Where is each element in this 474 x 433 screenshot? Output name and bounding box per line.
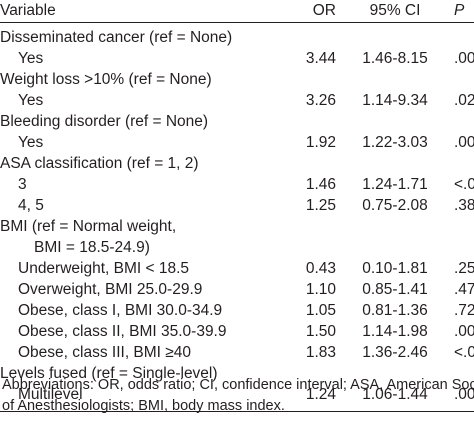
cell-ci: 0.81-1.36 — [362, 302, 428, 319]
table-row: Underweight, BMI < 18.5 0.43 0.10-1.81 .252… — [0, 258, 474, 279]
cell-or — [260, 69, 336, 90]
cell-p: .0069 — [454, 384, 474, 412]
cell-p — [454, 69, 474, 90]
cell-variable: ASA classification (ref = 1, 2) — [0, 155, 199, 172]
group-row: BMI (ref = Normal weight, — [0, 216, 474, 237]
cell-ci — [336, 216, 454, 237]
cell-p: .0276 — [454, 92, 474, 109]
header-or: OR — [260, 0, 336, 23]
cell-variable: Levels fused (ref = Single-level) — [0, 365, 218, 382]
cell-or: 1.83 — [305, 344, 336, 361]
table-row: Yes 3.26 1.14-9.34 .0276 — [0, 90, 474, 111]
group-row: BMI = 18.5-24.9) — [0, 237, 474, 258]
cell-variable: Obese, class III, BMI ≥40 — [18, 344, 192, 361]
cell-variable: Obese, class I, BMI 30.0-34.9 — [18, 302, 223, 319]
cell-ci: 0.75-2.08 — [362, 197, 428, 214]
cell-or — [260, 23, 336, 49]
cell-ci — [336, 111, 454, 132]
cell-variable: BMI = 18.5-24.9) — [34, 239, 150, 256]
cell-p — [454, 153, 474, 174]
cell-p: .3871 — [454, 197, 474, 214]
cell-variable: Multilevel — [0, 384, 260, 412]
cell-or: 1.46 — [305, 176, 336, 193]
cell-p: .4793 — [454, 281, 474, 298]
cell-p: .2522 — [454, 260, 474, 277]
cell-variable: 3 — [18, 176, 27, 193]
cell-variable: BMI (ref = Normal weight, — [0, 218, 177, 235]
cell-p: <.0001 — [454, 344, 474, 361]
group-row: Weight loss >10% (ref = None) — [0, 69, 474, 90]
cell-p — [454, 237, 474, 258]
cell-ci: 1.24-1.71 — [362, 176, 428, 193]
header-p: P — [454, 0, 474, 23]
header-ci: 95% CI — [336, 0, 454, 23]
cell-variable: Underweight, BMI < 18.5 — [18, 260, 190, 277]
cell-p — [454, 216, 474, 237]
footnote-line: of Anesthesiologists; BMI, body mass ind… — [2, 398, 285, 414]
cell-or: 1.92 — [305, 134, 336, 151]
cell-ci — [336, 237, 454, 258]
regression-table: Variable OR 95% CI P Disseminated cancer… — [0, 0, 474, 412]
cell-p: .0049 — [454, 50, 474, 67]
cell-ci: 1.46-8.15 — [362, 50, 428, 67]
table-body: Disseminated cancer (ref = None) Yes 3.44 1… — [0, 23, 474, 412]
cell-ci: 0.10-1.81 — [362, 260, 428, 277]
header-row: Variable OR 95% CI P — [0, 0, 474, 23]
cell-or — [260, 216, 336, 237]
cell-ci — [336, 23, 454, 49]
table-row: 3 1.46 1.24-1.71 <.0001 — [0, 174, 474, 195]
group-row: Bleeding disorder (ref = None) — [0, 111, 474, 132]
cell-or: 1.24 — [260, 384, 336, 412]
cell-or: 3.26 — [305, 92, 336, 109]
footnote-line: Abbreviations: OR, odds ratio; CI, confi… — [2, 377, 474, 393]
cell-ci: 1.06-1.44 — [336, 384, 454, 412]
cell-variable: Bleeding disorder (ref = None) — [0, 113, 209, 130]
cell-variable: Yes — [18, 50, 44, 67]
cell-or — [260, 237, 336, 258]
cell-or: 1.05 — [305, 302, 336, 319]
cell-variable: Overweight, BMI 25.0-29.9 — [18, 281, 203, 298]
cell-or: 1.10 — [305, 281, 336, 298]
cell-ci — [336, 153, 454, 174]
cell-ci: 1.36-2.46 — [362, 344, 428, 361]
cell-or — [260, 153, 336, 174]
table-row: Obese, class II, BMI 35.0-39.9 1.50 1.14-1… — [0, 321, 474, 342]
cell-or — [260, 111, 336, 132]
cell-or: 3.44 — [305, 50, 336, 67]
cell-variable: Obese, class II, BMI 35.0-39.9 — [18, 323, 227, 340]
cell-ci — [336, 69, 454, 90]
cell-or: 1.50 — [305, 323, 336, 340]
cell-or: 1.25 — [305, 197, 336, 214]
footnote: Abbreviations: OR, odds ratio; CI, confi… — [2, 375, 474, 417]
cell-variable: Yes — [18, 92, 44, 109]
table-row: Overweight, BMI 25.0-29.9 1.10 0.85-1.41 .4… — [0, 279, 474, 300]
cell-ci: 0.85-1.41 — [362, 281, 428, 298]
group-row: Disseminated cancer (ref = None) — [0, 23, 474, 49]
cell-variable: 4, 5 — [18, 197, 44, 214]
table-row: Yes 3.44 1.46-8.15 .0049 — [0, 48, 474, 69]
table-row: Obese, class I, BMI 30.0-34.9 1.05 0.81-1.… — [0, 300, 474, 321]
cell-p: .0049 — [454, 134, 474, 151]
cell-or: 0.43 — [305, 260, 336, 277]
table-row: Yes 1.92 1.22-3.03 .0049 — [0, 132, 474, 153]
cell-ci: 1.14-1.98 — [362, 323, 428, 340]
header-variable: Variable — [0, 0, 260, 23]
table-header: Variable OR 95% CI P — [0, 0, 474, 23]
cell-variable: Yes — [18, 134, 44, 151]
cell-p: .7288 — [454, 302, 474, 319]
group-row: Levels fused (ref = Single-level) — [0, 363, 474, 384]
cell-p — [454, 111, 474, 132]
table-row: Obese, class III, BMI ≥40 1.83 1.36-2.46 <.… — [0, 342, 474, 363]
cell-variable: Disseminated cancer (ref = None) — [0, 29, 233, 46]
cell-ci: 1.14-9.34 — [362, 92, 428, 109]
group-row: ASA classification (ref = 1, 2) — [0, 153, 474, 174]
table-row: 4, 5 1.25 0.75-2.08 .3871 — [0, 195, 474, 216]
cell-variable: Weight loss >10% (ref = None) — [0, 71, 212, 88]
cell-p: <.0001 — [454, 176, 474, 193]
cell-p — [454, 23, 474, 49]
cell-p: .0037 — [454, 323, 474, 340]
cell-ci: 1.22-3.03 — [362, 134, 428, 151]
